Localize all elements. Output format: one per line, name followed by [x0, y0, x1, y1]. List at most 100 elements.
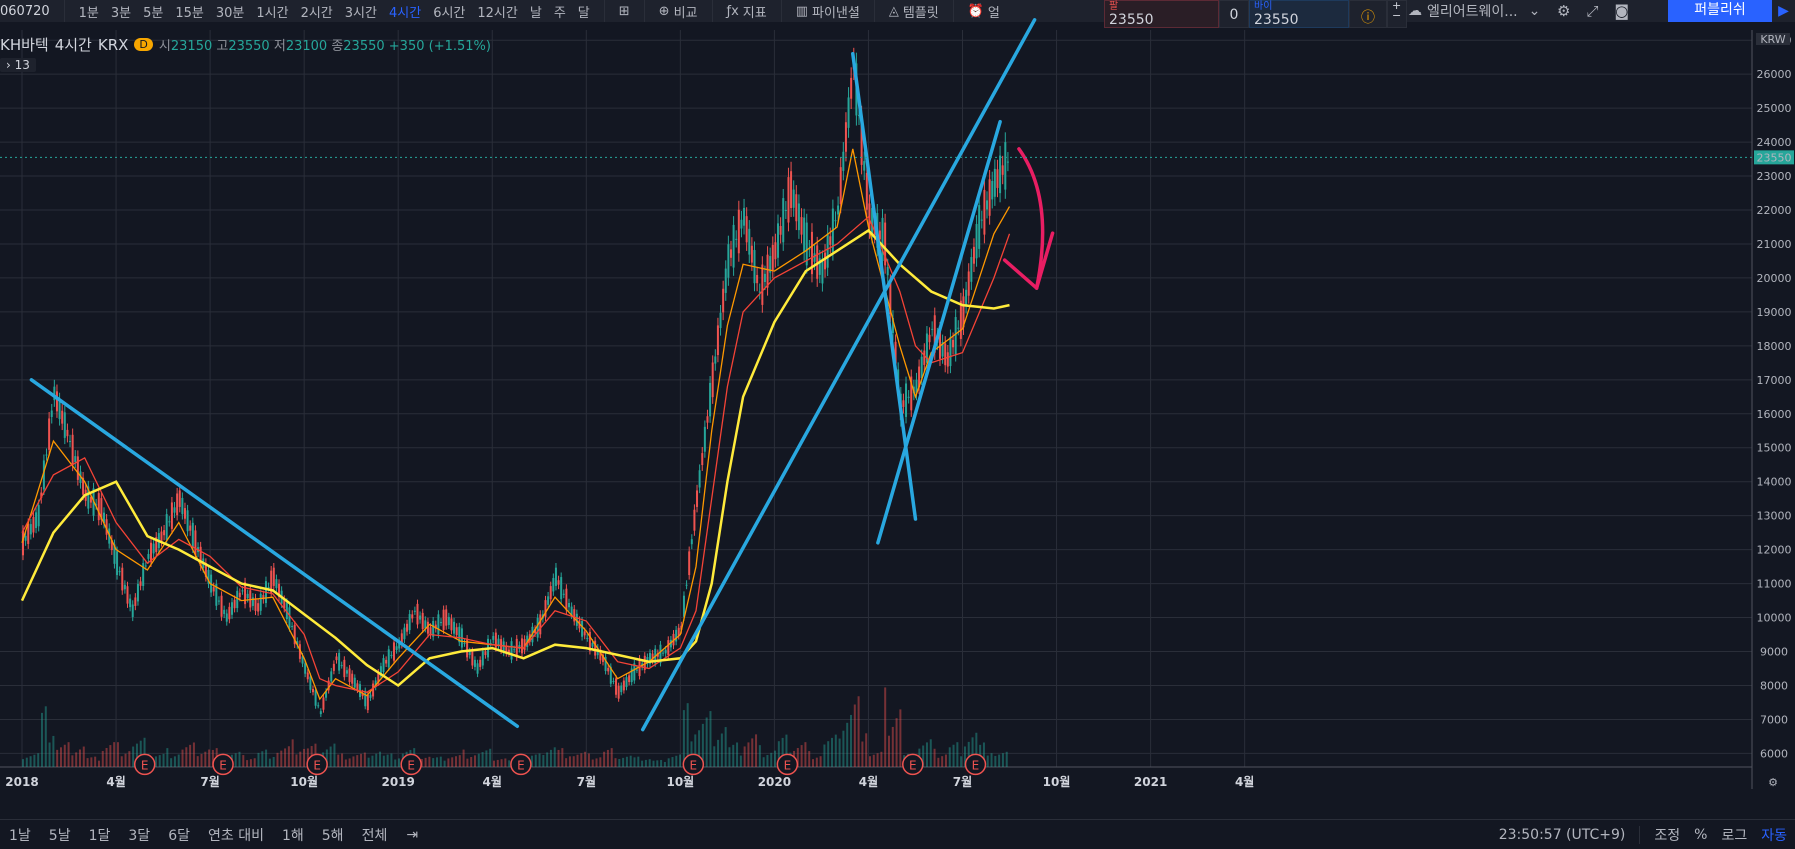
layout-selector[interactable]: ☁ 엘리어트웨이... ⌄ — [1408, 0, 1540, 22]
candle-body-49-3 — [797, 203, 800, 231]
volume-bar-22 — [105, 748, 108, 767]
candle-body-30-4 — [502, 641, 505, 653]
interval-0[interactable]: 1분 — [78, 5, 99, 21]
range-2[interactable]: 1달 — [88, 827, 111, 844]
interval-7[interactable]: 3시간 — [344, 5, 377, 21]
volume-bar-208 — [812, 759, 815, 767]
price-chart[interactable]: 2355060007000800090001000011000120001300… — [0, 0, 1795, 819]
y-tick-label-13: 19000 — [1757, 306, 1792, 319]
range-4[interactable]: 6달 — [168, 827, 190, 844]
range-5[interactable]: 연초 대비 — [207, 827, 264, 844]
range-1[interactable]: 5날 — [48, 827, 71, 844]
volume-bar-35 — [154, 756, 157, 767]
x-tick-label-0: 2018 — [5, 775, 38, 789]
volume-bar-237 — [922, 745, 925, 767]
compare-button[interactable]: ⊕ 비교 — [653, 2, 704, 21]
alert-button[interactable]: ⏰ 얼 — [962, 2, 1006, 21]
financials-button[interactable]: ▥ 파이낸셜 — [790, 2, 866, 21]
volume-bar-213 — [831, 737, 834, 767]
gear-icon[interactable]: ⚙ — [1557, 2, 1571, 20]
info-button[interactable]: ⓘ — [1349, 0, 1387, 28]
candle-body-49-4 — [800, 217, 803, 235]
interval-11[interactable]: 날 — [529, 5, 542, 21]
volume-bar-66 — [272, 756, 275, 767]
quantity-stepper[interactable]: + − — [1387, 0, 1407, 28]
indicators-button[interactable]: ƒx 지표 — [721, 2, 773, 21]
volume-bar-97 — [390, 753, 393, 767]
range-8[interactable]: 전체 — [361, 827, 388, 844]
candle-body-26-2 — [434, 624, 437, 629]
candle-body-22-1 — [369, 694, 372, 698]
symbol-search[interactable]: 060720 — [0, 3, 50, 19]
range-7[interactable]: 5해 — [321, 827, 344, 844]
candle-body-42-3 — [688, 551, 691, 576]
candle-body-28-1 — [463, 643, 466, 645]
date-range-icon[interactable]: ⇥ — [406, 826, 419, 843]
candle-body-25-3 — [421, 612, 424, 630]
x-tick-label-9: 4월 — [859, 774, 878, 789]
interval-3[interactable]: 15분 — [175, 5, 204, 21]
auto-toggle[interactable]: 자동 — [1761, 827, 1787, 844]
volume-bar-139 — [549, 749, 552, 767]
interval-6[interactable]: 2시간 — [300, 5, 333, 21]
volume-bar-198 — [774, 750, 777, 767]
volume-bar-39 — [170, 758, 173, 767]
interval-8[interactable]: 4시간 — [388, 5, 422, 21]
candle-body-38-3 — [625, 677, 628, 688]
camera-icon[interactable]: ◙ — [1614, 2, 1630, 20]
candle-body-53-2 — [858, 114, 860, 116]
axis-settings-icon[interactable]: ⚙ — [1768, 776, 1778, 789]
candle-body-21-2 — [356, 683, 359, 690]
interval-12[interactable]: 주 — [553, 5, 566, 21]
candle-body-35-5 — [583, 631, 586, 636]
earnings-marker-0 — [133, 753, 156, 776]
candle-body-30-2 — [497, 638, 500, 647]
volume-bar-136 — [538, 753, 541, 767]
spread-value: 0 — [1229, 7, 1239, 23]
fullscreen-icon[interactable]: ⤢ — [1586, 2, 1599, 20]
volume-bar-50 — [211, 749, 214, 767]
candle-body-42-1 — [682, 595, 685, 617]
indicator-badge[interactable]: › 13 — [0, 58, 36, 72]
interval-9[interactable]: 6시간 — [433, 5, 466, 21]
range-0[interactable]: 1날 — [9, 827, 31, 844]
interval-1[interactable]: 3분 — [110, 5, 132, 21]
interval-10[interactable]: 12시간 — [477, 5, 518, 21]
buy-box[interactable]: 바이 23550 — [1249, 0, 1349, 28]
log-toggle[interactable]: 로그 — [1721, 827, 1748, 844]
interval-4[interactable]: 30분 — [215, 5, 245, 21]
volume-bar-69 — [284, 748, 287, 767]
volume-bar-60 — [249, 759, 252, 767]
publish-button[interactable]: 퍼블리쉬 — [1668, 0, 1772, 22]
volume-bar-106 — [424, 757, 427, 767]
range-3[interactable]: 3달 — [128, 827, 151, 844]
volume-bar-11 — [63, 744, 66, 767]
range-6[interactable]: 1해 — [281, 827, 304, 844]
volume-bar-211 — [823, 744, 826, 767]
templates-button[interactable]: ◬ 템플릿 — [883, 2, 945, 21]
candle-body-22-3 — [374, 680, 377, 688]
percent-toggle[interactable]: % — [1694, 826, 1708, 843]
candle-body-27-5 — [458, 626, 461, 643]
interval-5[interactable]: 1시간 — [256, 5, 289, 21]
candle-body-28-4 — [471, 651, 474, 666]
candle-body-39-0 — [633, 663, 636, 681]
interval-13[interactable]: 달 — [577, 5, 590, 21]
volume-bar-214 — [834, 734, 837, 767]
candle-body-24-1 — [400, 633, 403, 645]
adjust-toggle[interactable]: 조정 — [1654, 827, 1681, 844]
candle-body-34-5 — [568, 602, 571, 608]
y-tick-label-14: 20000 — [1757, 272, 1792, 285]
candle-body-49-2 — [795, 194, 798, 222]
range-list: 1날 5날 1달 3달 6달 연초 대비 1해 5해 전체 — [0, 825, 396, 845]
volume-bar-42 — [181, 749, 184, 767]
replay-icon[interactable]: ▶ — [1772, 0, 1795, 22]
interval-2[interactable]: 5분 — [143, 5, 164, 21]
chart-type-button[interactable]: ⊞ — [613, 4, 636, 19]
candle-body-52-4 — [847, 97, 850, 128]
earnings-label-5: E — [690, 758, 698, 772]
candle-body-1-4 — [48, 418, 51, 450]
volume-bar-118 — [470, 756, 473, 767]
sell-box[interactable]: 팔 23550 — [1104, 0, 1219, 28]
alarm-icon: ⏰ — [967, 3, 984, 19]
